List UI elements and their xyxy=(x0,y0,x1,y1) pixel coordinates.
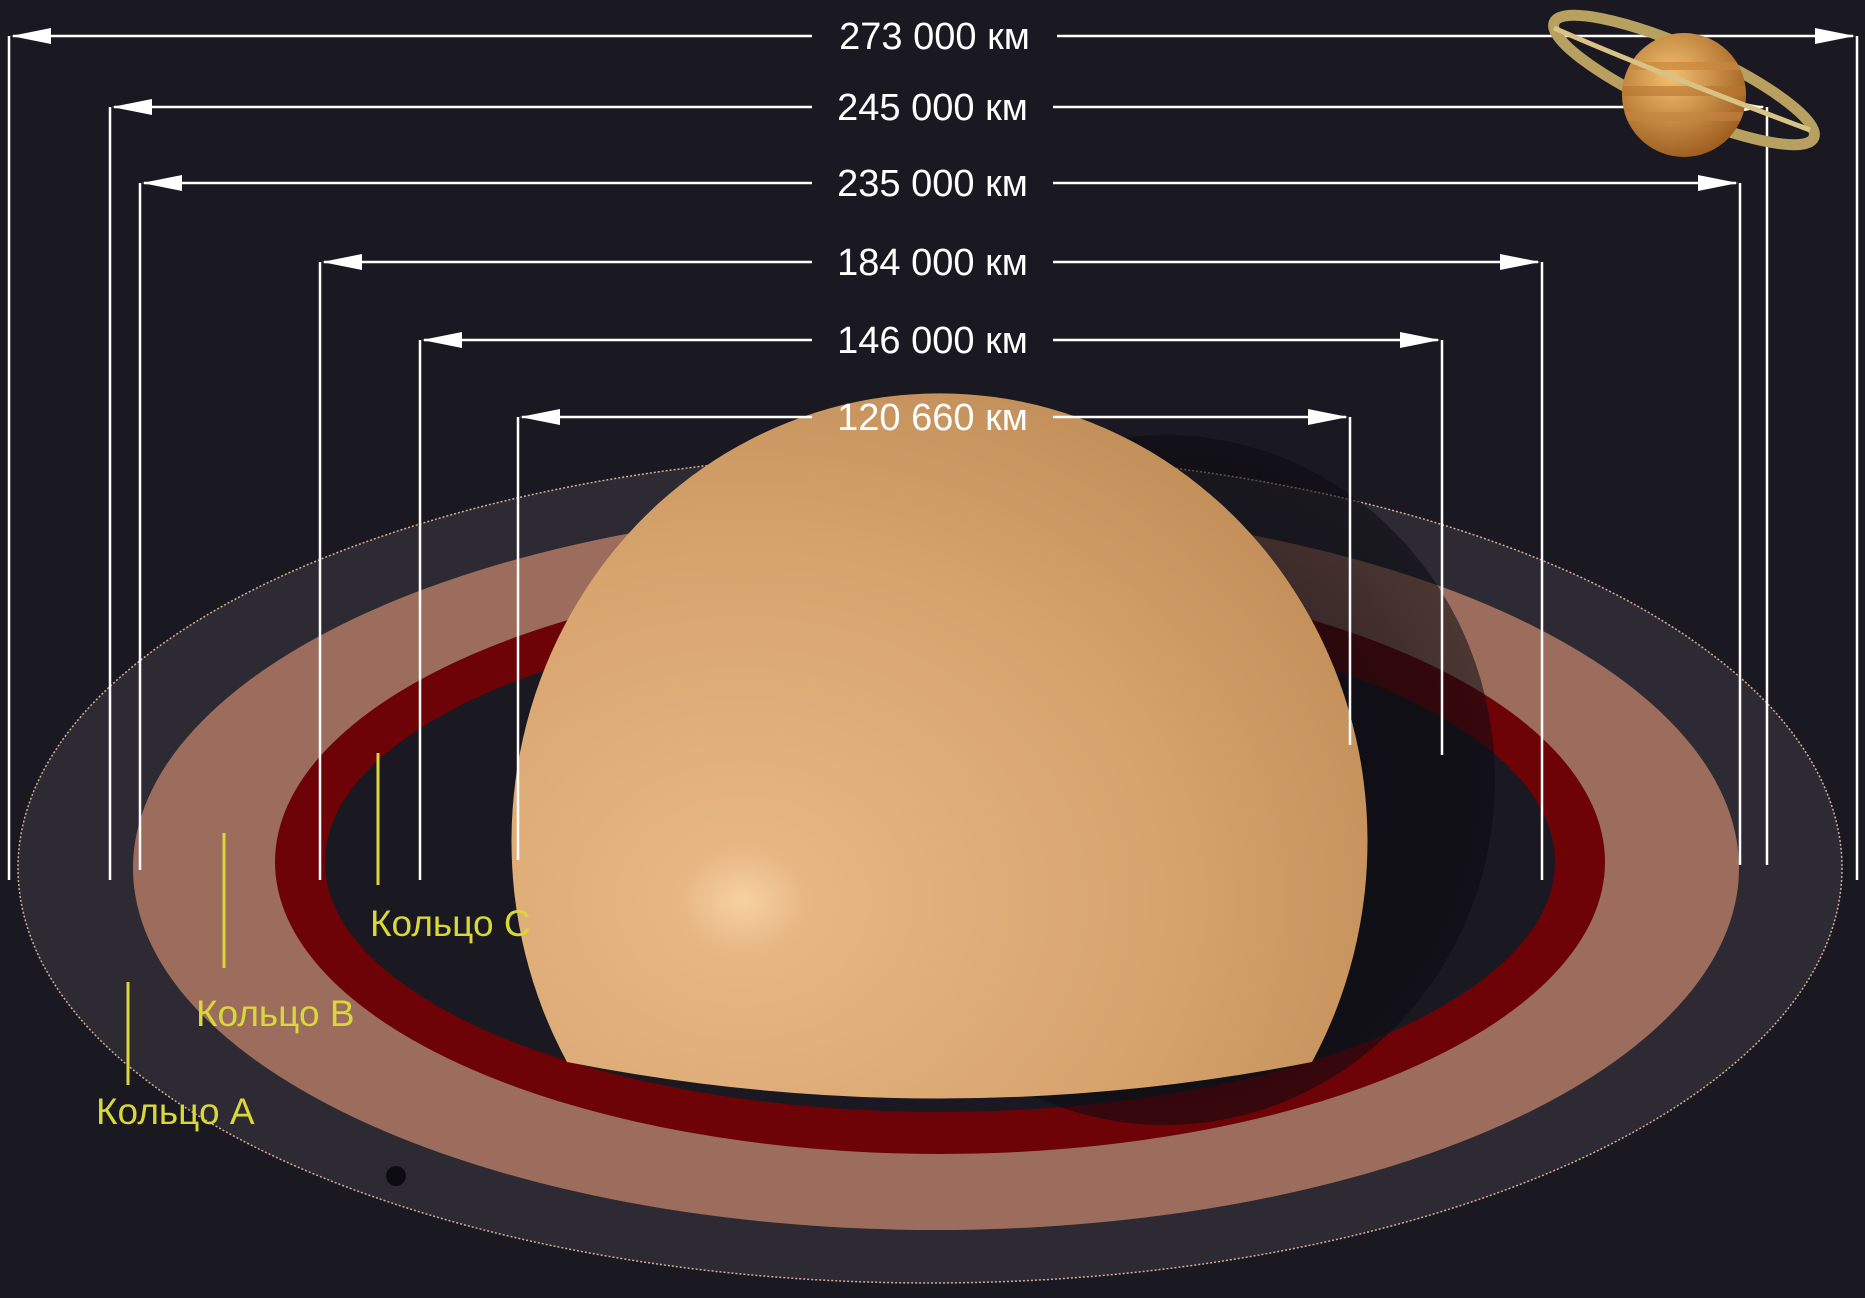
dimension-label: 146 000 км xyxy=(837,320,1028,362)
ring-c-label: Кольцо C xyxy=(370,903,531,944)
dimension-label: 273 000 км xyxy=(839,16,1030,58)
ring-b-label: Кольцо B xyxy=(196,993,355,1034)
arrow-right-icon xyxy=(1500,254,1540,270)
ring-a-label: Кольцо A xyxy=(96,1091,255,1132)
dimension-label: 184 000 км xyxy=(837,242,1028,284)
arrow-left-icon xyxy=(112,99,152,115)
dimension-3: 235 000 км xyxy=(138,163,1742,870)
saturn-icon xyxy=(1548,9,1820,157)
arrow-right-icon xyxy=(1698,175,1738,191)
dimension-1: 273 000 км xyxy=(7,16,1859,880)
dimension-label: 245 000 км xyxy=(837,87,1028,129)
dimension-6: 120 660 км xyxy=(516,397,1352,860)
arrow-right-icon xyxy=(1815,28,1855,44)
dimension-lines: 273 000 км 245 000 км 235 000 км 184 000 км… xyxy=(7,16,1859,880)
arrow-left-icon xyxy=(422,332,462,348)
arrow-left-icon xyxy=(142,175,182,191)
dimension-label: 120 660 км xyxy=(837,397,1028,439)
arrow-left-icon xyxy=(520,409,560,425)
small-moon xyxy=(386,1166,406,1186)
arrow-left-icon xyxy=(11,28,51,44)
dimension-5: 146 000 км xyxy=(418,320,1444,880)
saturn-planet xyxy=(511,393,1368,1099)
arrow-right-icon xyxy=(1308,409,1348,425)
dimension-label: 235 000 км xyxy=(837,163,1028,205)
arrow-right-icon xyxy=(1400,332,1440,348)
dimension-4: 184 000 км xyxy=(318,242,1544,880)
arrow-left-icon xyxy=(322,254,362,270)
